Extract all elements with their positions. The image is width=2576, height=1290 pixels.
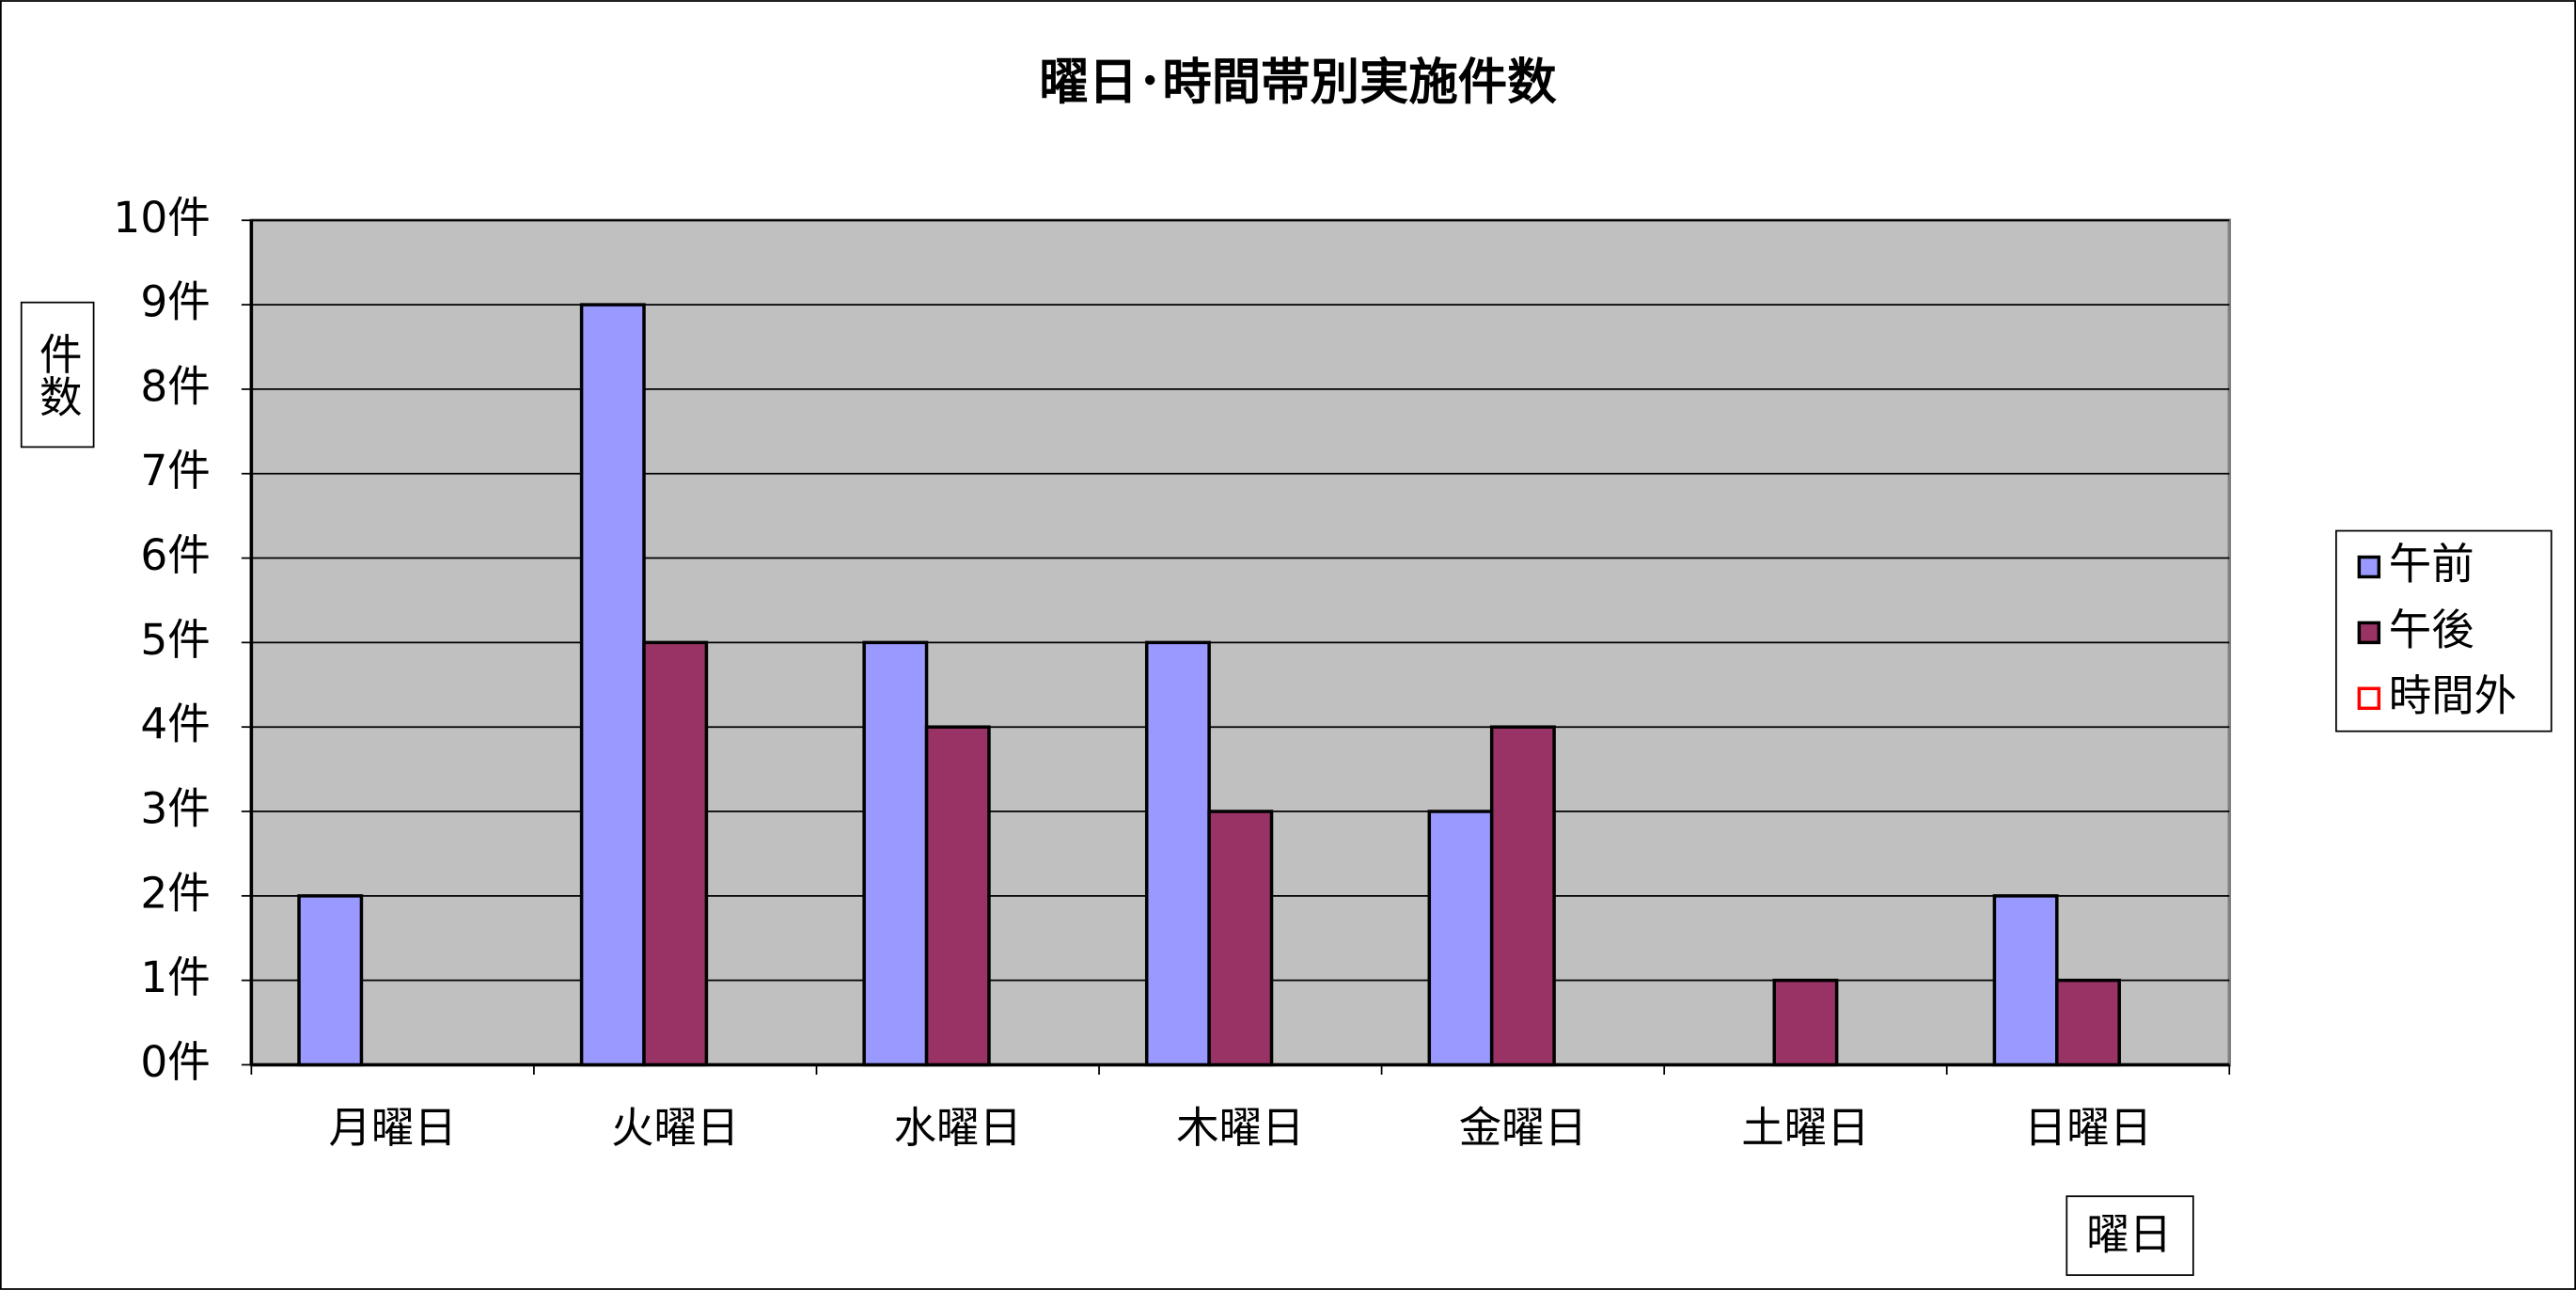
y-tick-label: 1件 bbox=[140, 952, 210, 1002]
bar bbox=[2055, 978, 2121, 1067]
bar bbox=[1207, 810, 1274, 1067]
y-tick-label: 4件 bbox=[140, 700, 210, 749]
bar bbox=[862, 640, 929, 1067]
chart-title: 曜日･時間帯別実施件数 bbox=[1039, 54, 1557, 111]
x-tick-label: 金曜日 bbox=[1459, 1103, 1587, 1153]
bar bbox=[297, 894, 364, 1067]
bar bbox=[1992, 894, 2059, 1067]
x-tick-label: 木曜日 bbox=[1176, 1103, 1304, 1153]
legend-swatch bbox=[2357, 621, 2381, 645]
x-tick-label: 火曜日 bbox=[611, 1103, 739, 1153]
x-tick-label: 水曜日 bbox=[894, 1103, 1022, 1153]
bar bbox=[924, 725, 991, 1067]
y-label-box bbox=[20, 301, 95, 448]
legend-label: 午後 bbox=[2389, 605, 2474, 654]
y-tick-label: 6件 bbox=[140, 530, 210, 580]
y-tick-label: 3件 bbox=[140, 784, 210, 834]
x-tick-label: 日曜日 bbox=[2024, 1103, 2152, 1153]
legend-label: 時間外 bbox=[2389, 670, 2517, 720]
x-tick-label: 月曜日 bbox=[329, 1103, 457, 1153]
bar bbox=[1772, 978, 1839, 1067]
y-tick-label: 7件 bbox=[140, 446, 210, 496]
x-label-box bbox=[2066, 1195, 2194, 1277]
legend-swatch bbox=[2357, 686, 2381, 711]
y-tick-label: 2件 bbox=[140, 868, 210, 918]
y-tick-label: 10件 bbox=[113, 193, 210, 243]
y-axis-label: 件数 bbox=[33, 332, 83, 417]
legend-swatch bbox=[2357, 555, 2381, 579]
bar bbox=[642, 640, 709, 1067]
bar bbox=[1144, 640, 1211, 1067]
x-tick-label: 土曜日 bbox=[1741, 1103, 1869, 1153]
y-tick-label: 5件 bbox=[140, 615, 210, 665]
x-axis-label: 曜日 bbox=[2086, 1209, 2172, 1259]
bar bbox=[1427, 810, 1494, 1067]
y-tick-label: 9件 bbox=[140, 277, 210, 327]
bar bbox=[579, 303, 646, 1067]
y-tick-label: 8件 bbox=[140, 361, 210, 411]
y-tick-label: 0件 bbox=[140, 1037, 210, 1087]
bar bbox=[1489, 725, 1556, 1067]
legend-label: 午前 bbox=[2389, 539, 2474, 589]
